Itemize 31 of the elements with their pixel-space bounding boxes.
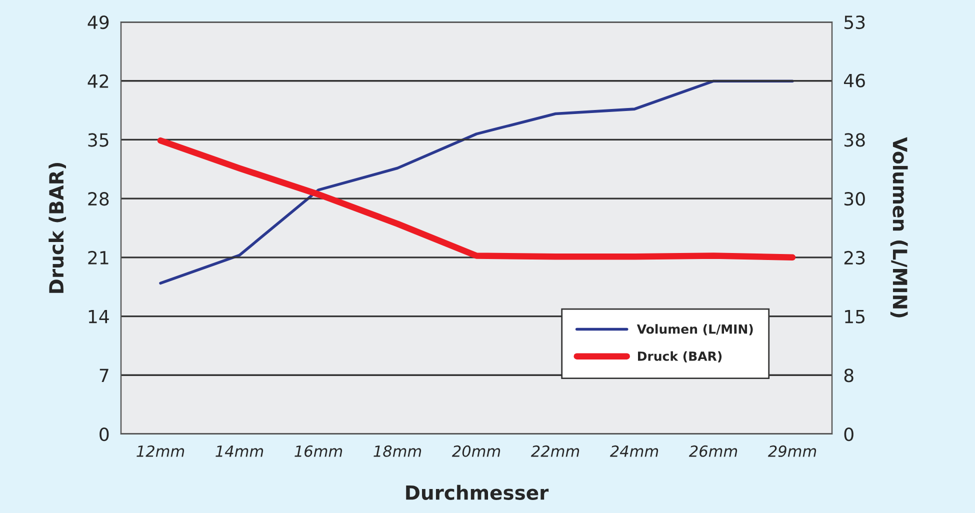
y2-tick-label: 38 [844, 133, 865, 147]
y-tick-label: 35 [88, 133, 108, 147]
y-tick-label: 49 [88, 15, 109, 30]
x-tick-label: 12mm [136, 445, 184, 457]
y-tick-label: 21 [88, 250, 108, 264]
y2-tick-label: 8 [844, 368, 854, 382]
y-tick-label: 28 [88, 192, 109, 206]
y-tick-label: 42 [88, 74, 108, 88]
x-tick-label: 14mm [216, 446, 264, 457]
y2-tick-label: 46 [844, 74, 865, 88]
x-tick-label: 29mm [768, 445, 816, 457]
line-series [159, 80, 794, 285]
y-tick-label: 0 [100, 427, 109, 442]
x-tick-label: 22mm [530, 445, 580, 457]
y-tick-label: 14 [88, 310, 109, 324]
x-tick-label: 16mm [294, 445, 342, 457]
x-tick-label: 18mm [374, 445, 422, 457]
x-tick-label: 24mm [610, 445, 658, 457]
x-tick-label: 26mm [688, 445, 738, 457]
x-axis-title: Durchmesser [406, 484, 549, 500]
y2-tick-label: 0 [844, 427, 854, 442]
y2-tick-label: 23 [844, 250, 865, 265]
y-tick-label: 7 [100, 368, 108, 382]
y-axis-title: Druck (BAR) [48, 162, 66, 293]
y2-tick-label: 15 [845, 310, 865, 324]
legend-label: Druck (BAR) [638, 351, 722, 362]
y2-tick-label: 53 [844, 15, 865, 30]
y2-axis-title: Volumen (L/MIN) [890, 137, 908, 318]
y2-tick-label: 30 [844, 192, 865, 206]
legend-label: Volumen (L/MIN) [636, 324, 753, 336]
x-tick-label: 20mm [452, 445, 500, 457]
